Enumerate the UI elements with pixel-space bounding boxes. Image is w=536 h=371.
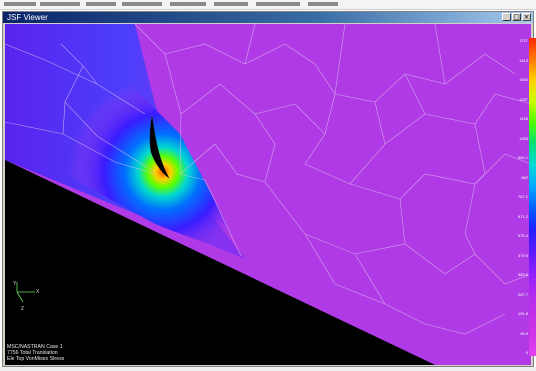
legend-label: 767.1 bbox=[517, 194, 528, 199]
legend-label: 862 bbox=[521, 174, 528, 180]
legend-label: 1727 bbox=[519, 38, 528, 43]
close-button[interactable]: × bbox=[522, 13, 531, 21]
menubar-segment[interactable] bbox=[214, 2, 248, 6]
window-titlebar[interactable]: JSF Viewer _ □ × bbox=[3, 12, 533, 23]
legend-label: 1267 bbox=[519, 96, 528, 102]
legend-label: 479.5 bbox=[517, 252, 528, 258]
fea-contour-plot bbox=[5, 24, 531, 365]
menubar-segment[interactable] bbox=[86, 2, 116, 6]
x-axis-label: X bbox=[36, 289, 40, 295]
result-info: MSC/NASTRAN Case 1 7756 Total Translatio… bbox=[7, 344, 64, 362]
y-axis-label: Y bbox=[13, 281, 17, 287]
crack-slot bbox=[149, 115, 170, 179]
legend-label: 950.1 bbox=[517, 155, 528, 160]
menubar-segment[interactable] bbox=[170, 2, 206, 6]
menubar-segment[interactable] bbox=[122, 2, 162, 6]
legend-label: 287.7 bbox=[517, 291, 528, 297]
axis-triad: X Y Z bbox=[13, 281, 40, 312]
legend-label: 1540 bbox=[519, 77, 528, 82]
stress-hotspot bbox=[45, 84, 245, 259]
legend-label: 1613 bbox=[519, 57, 528, 63]
maximize-button[interactable]: □ bbox=[512, 13, 521, 21]
minimize-button[interactable]: _ bbox=[502, 13, 511, 21]
menubar-segment[interactable] bbox=[256, 2, 300, 6]
legend-label: 191.8 bbox=[517, 311, 528, 316]
legend-color-bar bbox=[529, 38, 536, 356]
z-axis-label: Z bbox=[21, 306, 24, 312]
menubar-segment[interactable] bbox=[40, 2, 80, 6]
info-line-translation: 7756 Total Translation bbox=[7, 350, 58, 356]
legend-label: 1155 bbox=[519, 116, 528, 121]
menubar-segment[interactable] bbox=[4, 2, 36, 6]
legend-label: 95.9 bbox=[520, 330, 528, 336]
fea-viewport[interactable] bbox=[5, 24, 531, 365]
mesh-lines bbox=[5, 24, 531, 335]
bottom-strip bbox=[0, 367, 536, 371]
menubar-segment[interactable] bbox=[308, 2, 338, 6]
window-controls: _ □ × bbox=[502, 13, 531, 21]
model-edge-void bbox=[5, 160, 435, 365]
z-axis-line bbox=[16, 291, 24, 303]
top-menubar bbox=[0, 0, 536, 10]
window-title: JSF Viewer bbox=[7, 13, 48, 22]
legend-label: 1055 bbox=[519, 135, 528, 141]
legend-label: 383.6 bbox=[517, 272, 528, 277]
stress-legend: 1727 1613 1540 1267 1155 1055 950.1 862 767.1 671… bbox=[515, 38, 536, 358]
info-line-solver: MSC/NASTRAN Case 1 bbox=[7, 344, 63, 350]
legend-label: 671.2 bbox=[517, 213, 528, 219]
viewer-window: JSF Viewer _ □ × bbox=[2, 11, 536, 367]
info-line-stress: Ele Top VonMises Stress bbox=[7, 356, 65, 362]
legend-label: 575.4 bbox=[517, 233, 528, 238]
legend-label: 0 bbox=[525, 350, 528, 355]
